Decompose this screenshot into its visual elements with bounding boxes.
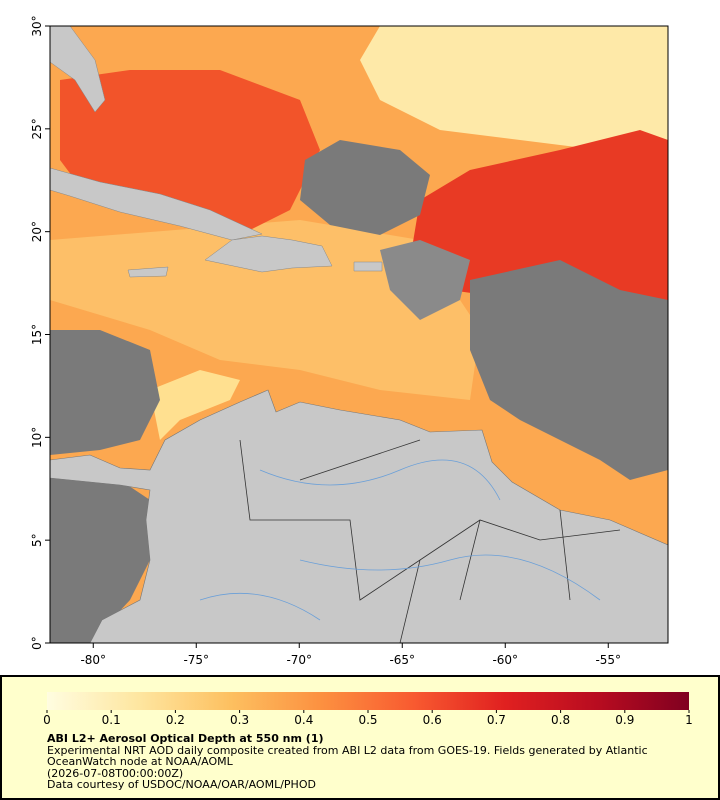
aod-low xyxy=(360,26,668,150)
y-tick-label: 5° xyxy=(30,533,44,547)
colorbar-tick-label: 0.8 xyxy=(551,713,570,727)
footer-timestamp: (2026-07-08T00:00:00Z) xyxy=(47,766,184,780)
x-tick-label: -65° xyxy=(389,653,415,667)
colorbar-tick-label: 0.3 xyxy=(230,713,249,727)
x-tick-label: -55° xyxy=(595,653,621,667)
y-tick-label: 15° xyxy=(30,324,44,345)
land-puerto-rico xyxy=(353,261,383,272)
no-data xyxy=(50,330,160,455)
colorbar-tick-label: 0.7 xyxy=(487,713,506,727)
land-hispaniola xyxy=(204,235,333,273)
footer-credit: Data courtesy of USDOC/NOAA/OAR/AOML/PHO… xyxy=(47,778,316,791)
x-tick-label: -80° xyxy=(80,653,106,667)
footer-text: ABI L2+ Aerosol Optical Depth at 550 nm … xyxy=(47,733,677,791)
no-data xyxy=(470,260,668,480)
y-tick-label: 20° xyxy=(30,221,44,242)
land-jamaica xyxy=(127,266,169,278)
colorbar-tick-label: 0.6 xyxy=(423,713,442,727)
colorbar-tick-label: 0 xyxy=(43,713,51,727)
colorbar-tick-label: 0.5 xyxy=(358,713,377,727)
colorbar-tick-label: 1 xyxy=(685,713,693,727)
y-tick-label: 10° xyxy=(30,427,44,448)
x-tick-label: -75° xyxy=(183,653,209,667)
no-data xyxy=(50,470,150,643)
x-tick-label: -60° xyxy=(492,653,518,667)
y-tick-label: 25° xyxy=(30,118,44,139)
borders xyxy=(239,439,621,643)
footer-title: ABI L2+ Aerosol Optical Depth at 550 nm … xyxy=(47,732,324,745)
land-florida xyxy=(50,26,106,113)
no-data xyxy=(300,140,430,235)
footer-description: Experimental NRT AOD daily composite cre… xyxy=(47,743,648,768)
no-data xyxy=(380,240,470,320)
colorbar-tick-label: 0.1 xyxy=(102,713,121,727)
colorbar-tick-label: 0.4 xyxy=(294,713,313,727)
colorbar-tick-label: 0.2 xyxy=(166,713,185,727)
y-tick-label: 30° xyxy=(30,15,44,36)
map-area xyxy=(50,26,668,643)
x-tick-label: -70° xyxy=(286,653,312,667)
aod-low xyxy=(150,370,240,440)
land-south-america xyxy=(50,389,668,643)
y-tick-label: 0° xyxy=(30,636,44,650)
colorbar-tick-label: 0.9 xyxy=(615,713,634,727)
rivers xyxy=(199,459,601,621)
colorbar xyxy=(47,692,689,710)
